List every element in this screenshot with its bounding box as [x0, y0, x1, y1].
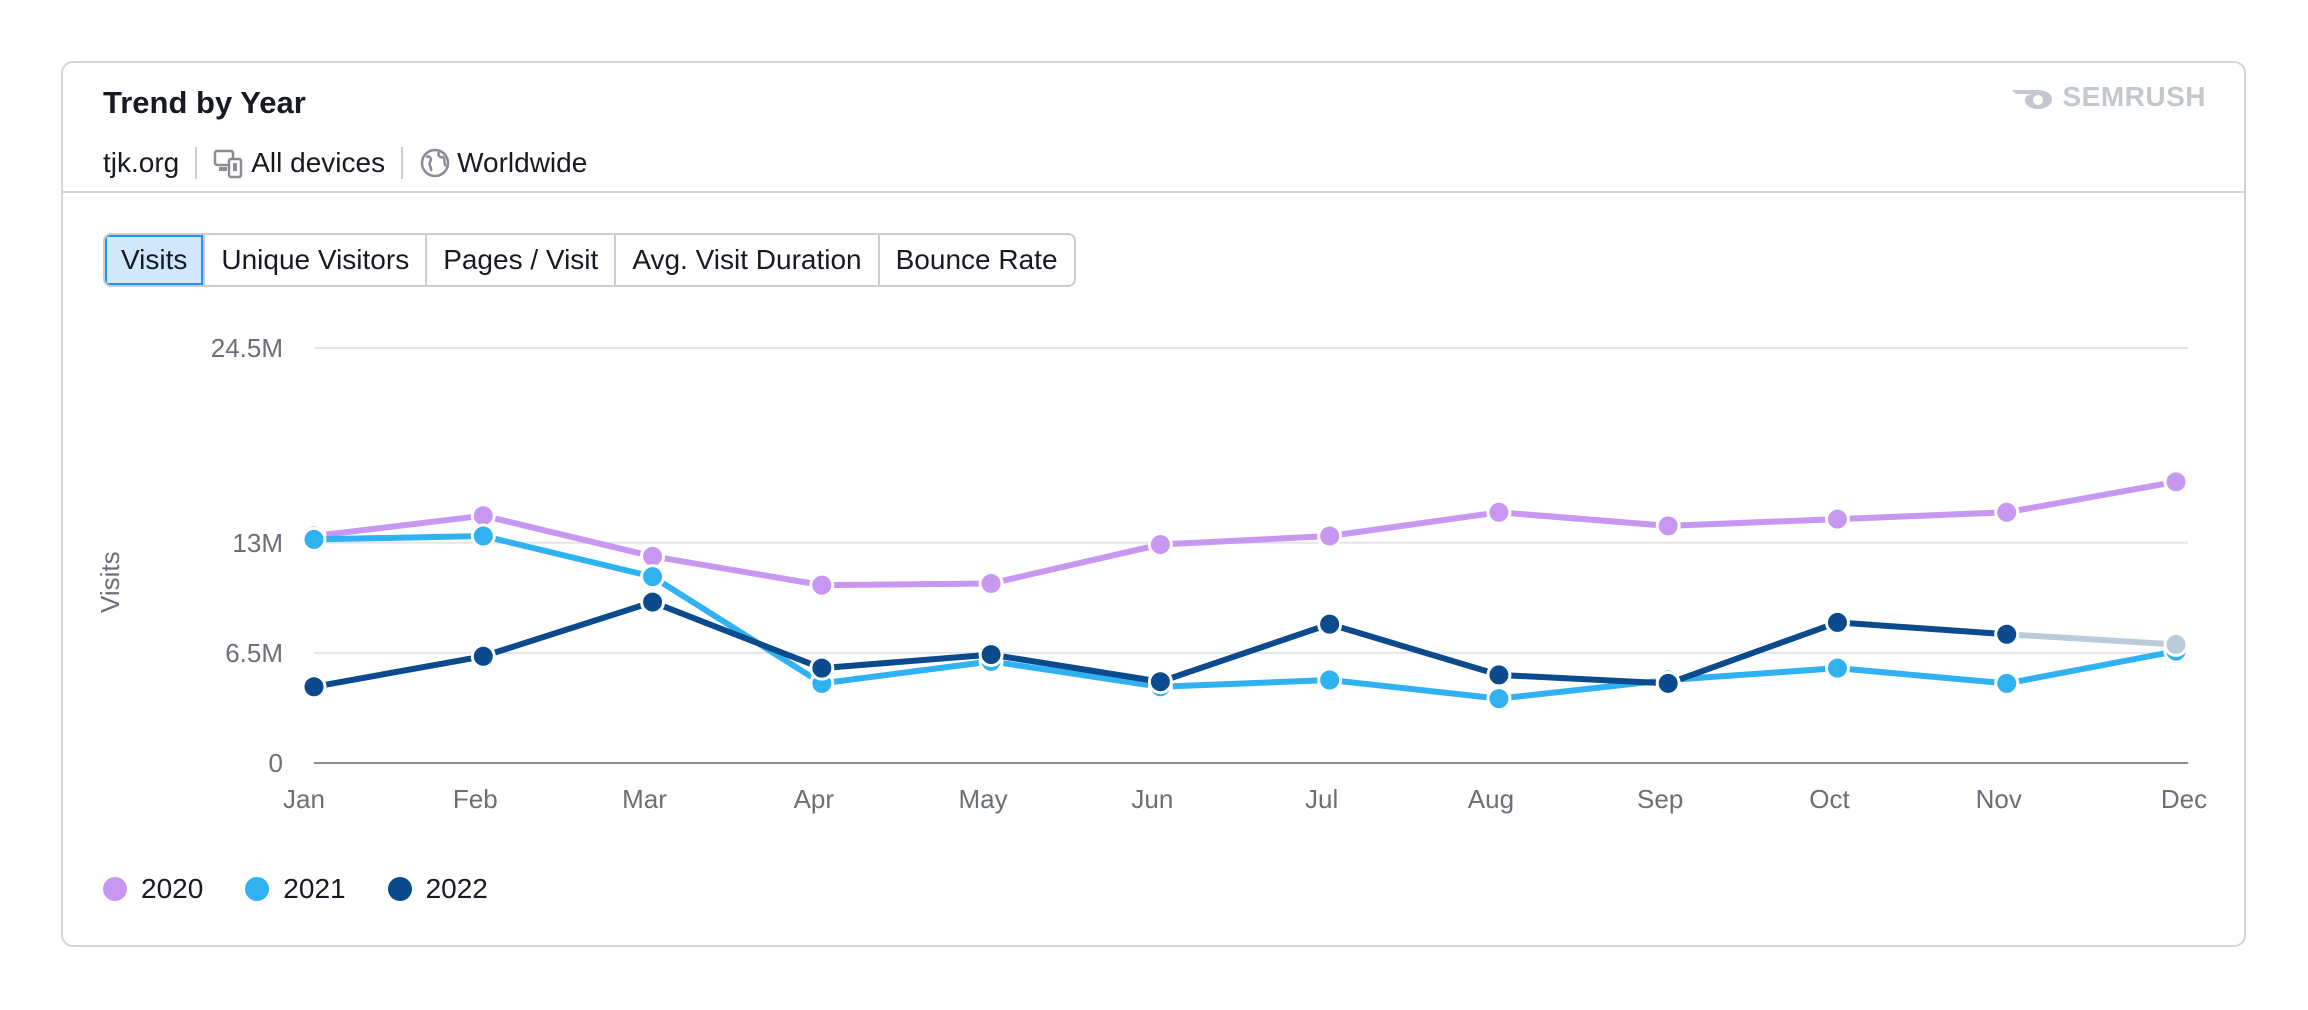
data-point-2022 — [2163, 631, 2189, 657]
trend-line-chart: 0 6.5M 13M 24.5M Jan Feb Mar Apr May Jun Jul Aug Sep… — [211, 333, 2207, 814]
x-tick-label: Mar — [622, 784, 667, 814]
legend-label-2020: 2020 — [141, 873, 204, 904]
card-header: Trend by Year tjk.org All devices — [63, 63, 2244, 193]
region-filter[interactable]: Worldwide — [457, 147, 588, 178]
x-tick-label: May — [959, 784, 1008, 814]
data-point-2020 — [1147, 531, 1173, 557]
trend-card: Trend by Year tjk.org All devices — [61, 61, 2246, 947]
legend-dot-2021 — [245, 877, 270, 901]
x-tick-label: Apr — [794, 784, 835, 814]
data-point-2022 — [470, 643, 496, 669]
data-point-2022 — [809, 655, 835, 681]
domain-label: tjk.org — [103, 147, 180, 178]
data-point-2020 — [1486, 499, 1512, 525]
data-point-2022 — [1317, 611, 1343, 637]
data-point-2020 — [640, 543, 666, 569]
data-point-2021 — [1486, 686, 1512, 712]
legend-item-2021[interactable]: 2021 — [245, 873, 346, 905]
chart-legend: 2020 2021 2022 — [103, 873, 530, 905]
tab-unique-visitors[interactable]: Unique Visitors — [205, 235, 428, 285]
card-title: Trend by Year — [103, 85, 306, 120]
globe-icon — [419, 147, 451, 179]
data-point-2021 — [1824, 655, 1850, 681]
data-point-2022 — [1147, 669, 1173, 695]
y-tick-label: 6.5M — [225, 638, 283, 668]
logo-text: SEMRUSH — [2062, 81, 2206, 112]
divider — [195, 147, 198, 179]
data-point-2021 — [1317, 667, 1343, 693]
x-tick-label: Jun — [1131, 784, 1173, 814]
devices-icon — [213, 147, 245, 179]
x-tick-label: Sep — [1637, 784, 1683, 814]
semrush-logo-icon — [2012, 90, 2053, 109]
x-tick-label: Jul — [1305, 784, 1338, 814]
x-tick-label: Jan — [283, 784, 325, 814]
data-point-2022 — [1486, 662, 1512, 688]
x-tick-label: Feb — [453, 784, 498, 814]
data-point-2021 — [470, 523, 496, 549]
data-point-2021 — [640, 564, 666, 590]
data-point-2020 — [470, 503, 496, 529]
y-tick-label: 0 — [269, 748, 283, 778]
data-point-2020 — [1994, 499, 2020, 525]
x-tick-label: Dec — [2161, 784, 2207, 814]
legend-label-2021: 2021 — [283, 873, 346, 904]
data-point-2021 — [1994, 670, 2020, 696]
data-point-2020 — [2163, 469, 2189, 495]
data-point-2022 — [640, 589, 666, 615]
data-point-2022 — [1994, 621, 2020, 647]
data-point-2022 — [1824, 609, 1850, 635]
series-line-2020 — [311, 478, 2179, 589]
data-point-2020 — [1824, 506, 1850, 532]
x-tick-label: Nov — [1976, 784, 2022, 814]
series-line-2021 — [311, 533, 2179, 702]
y-tick-label: 24.5M — [211, 333, 283, 363]
legend-item-2020[interactable]: 2020 — [103, 873, 203, 905]
legend-dot-2022 — [387, 877, 412, 901]
x-tick-label: Oct — [1809, 784, 1850, 814]
tab-bounce-rate[interactable]: Bounce Rate — [879, 235, 1074, 285]
x-tick-label: Aug — [1468, 784, 1514, 814]
y-tick-label: 13M — [232, 528, 283, 558]
tab-pages-per-visit[interactable]: Pages / Visit — [427, 235, 617, 285]
filter-bar: tjk.org All devices Worldwide — [103, 143, 587, 183]
data-point-2022 — [978, 642, 1004, 668]
semrush-logo: SEMRUSH — [2010, 81, 2206, 113]
data-point-2020 — [1317, 523, 1343, 549]
series-line-incomplete-2022 — [2003, 631, 2179, 648]
data-point-2020 — [1655, 513, 1681, 539]
legend-dot-2020 — [103, 877, 127, 901]
legend-item-2022[interactable]: 2022 — [387, 873, 488, 905]
data-point-2020 — [978, 570, 1004, 596]
metric-tabs: Visits Unique Visitors Pages / Visit Avg… — [103, 233, 1076, 287]
device-filter[interactable]: All devices — [251, 147, 386, 178]
data-point-2020 — [809, 572, 835, 598]
tab-avg-visit-duration[interactable]: Avg. Visit Duration — [616, 235, 880, 285]
tab-visits[interactable]: Visits — [105, 235, 206, 285]
divider — [401, 147, 404, 179]
legend-label-2022: 2022 — [425, 873, 488, 904]
data-point-2022 — [1655, 670, 1681, 696]
data-point-2021 — [301, 526, 327, 552]
data-point-2022 — [301, 674, 327, 700]
